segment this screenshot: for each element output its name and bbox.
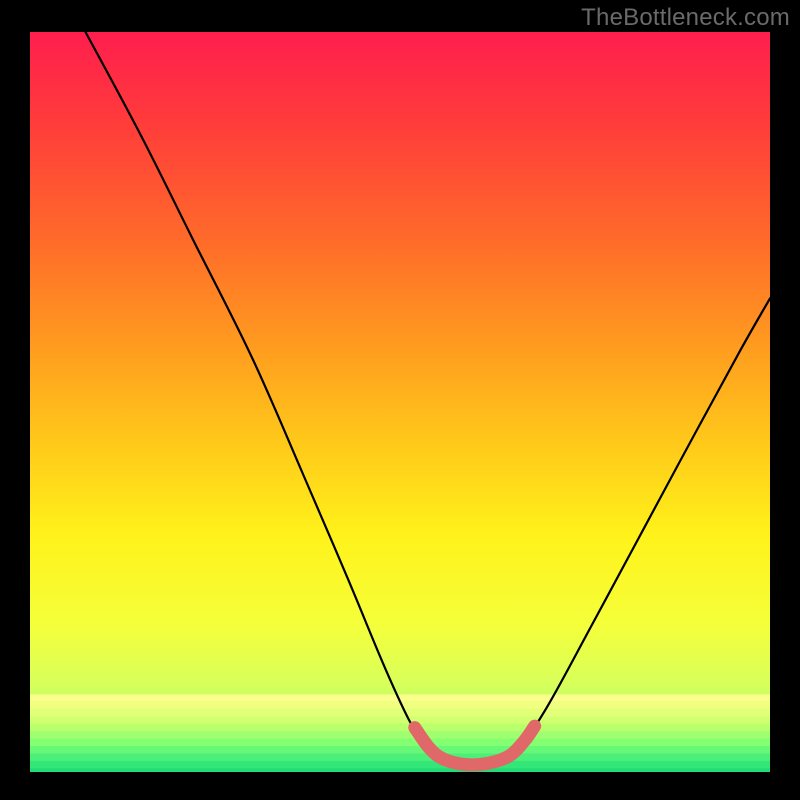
bottom-color-bands — [30, 694, 770, 772]
bottleneck-chart — [0, 0, 800, 800]
watermark-text: TheBottleneck.com — [581, 4, 790, 32]
chart-frame: { "watermark": { "text": "TheBottleneck.… — [0, 0, 800, 800]
gradient-background — [30, 32, 770, 772]
